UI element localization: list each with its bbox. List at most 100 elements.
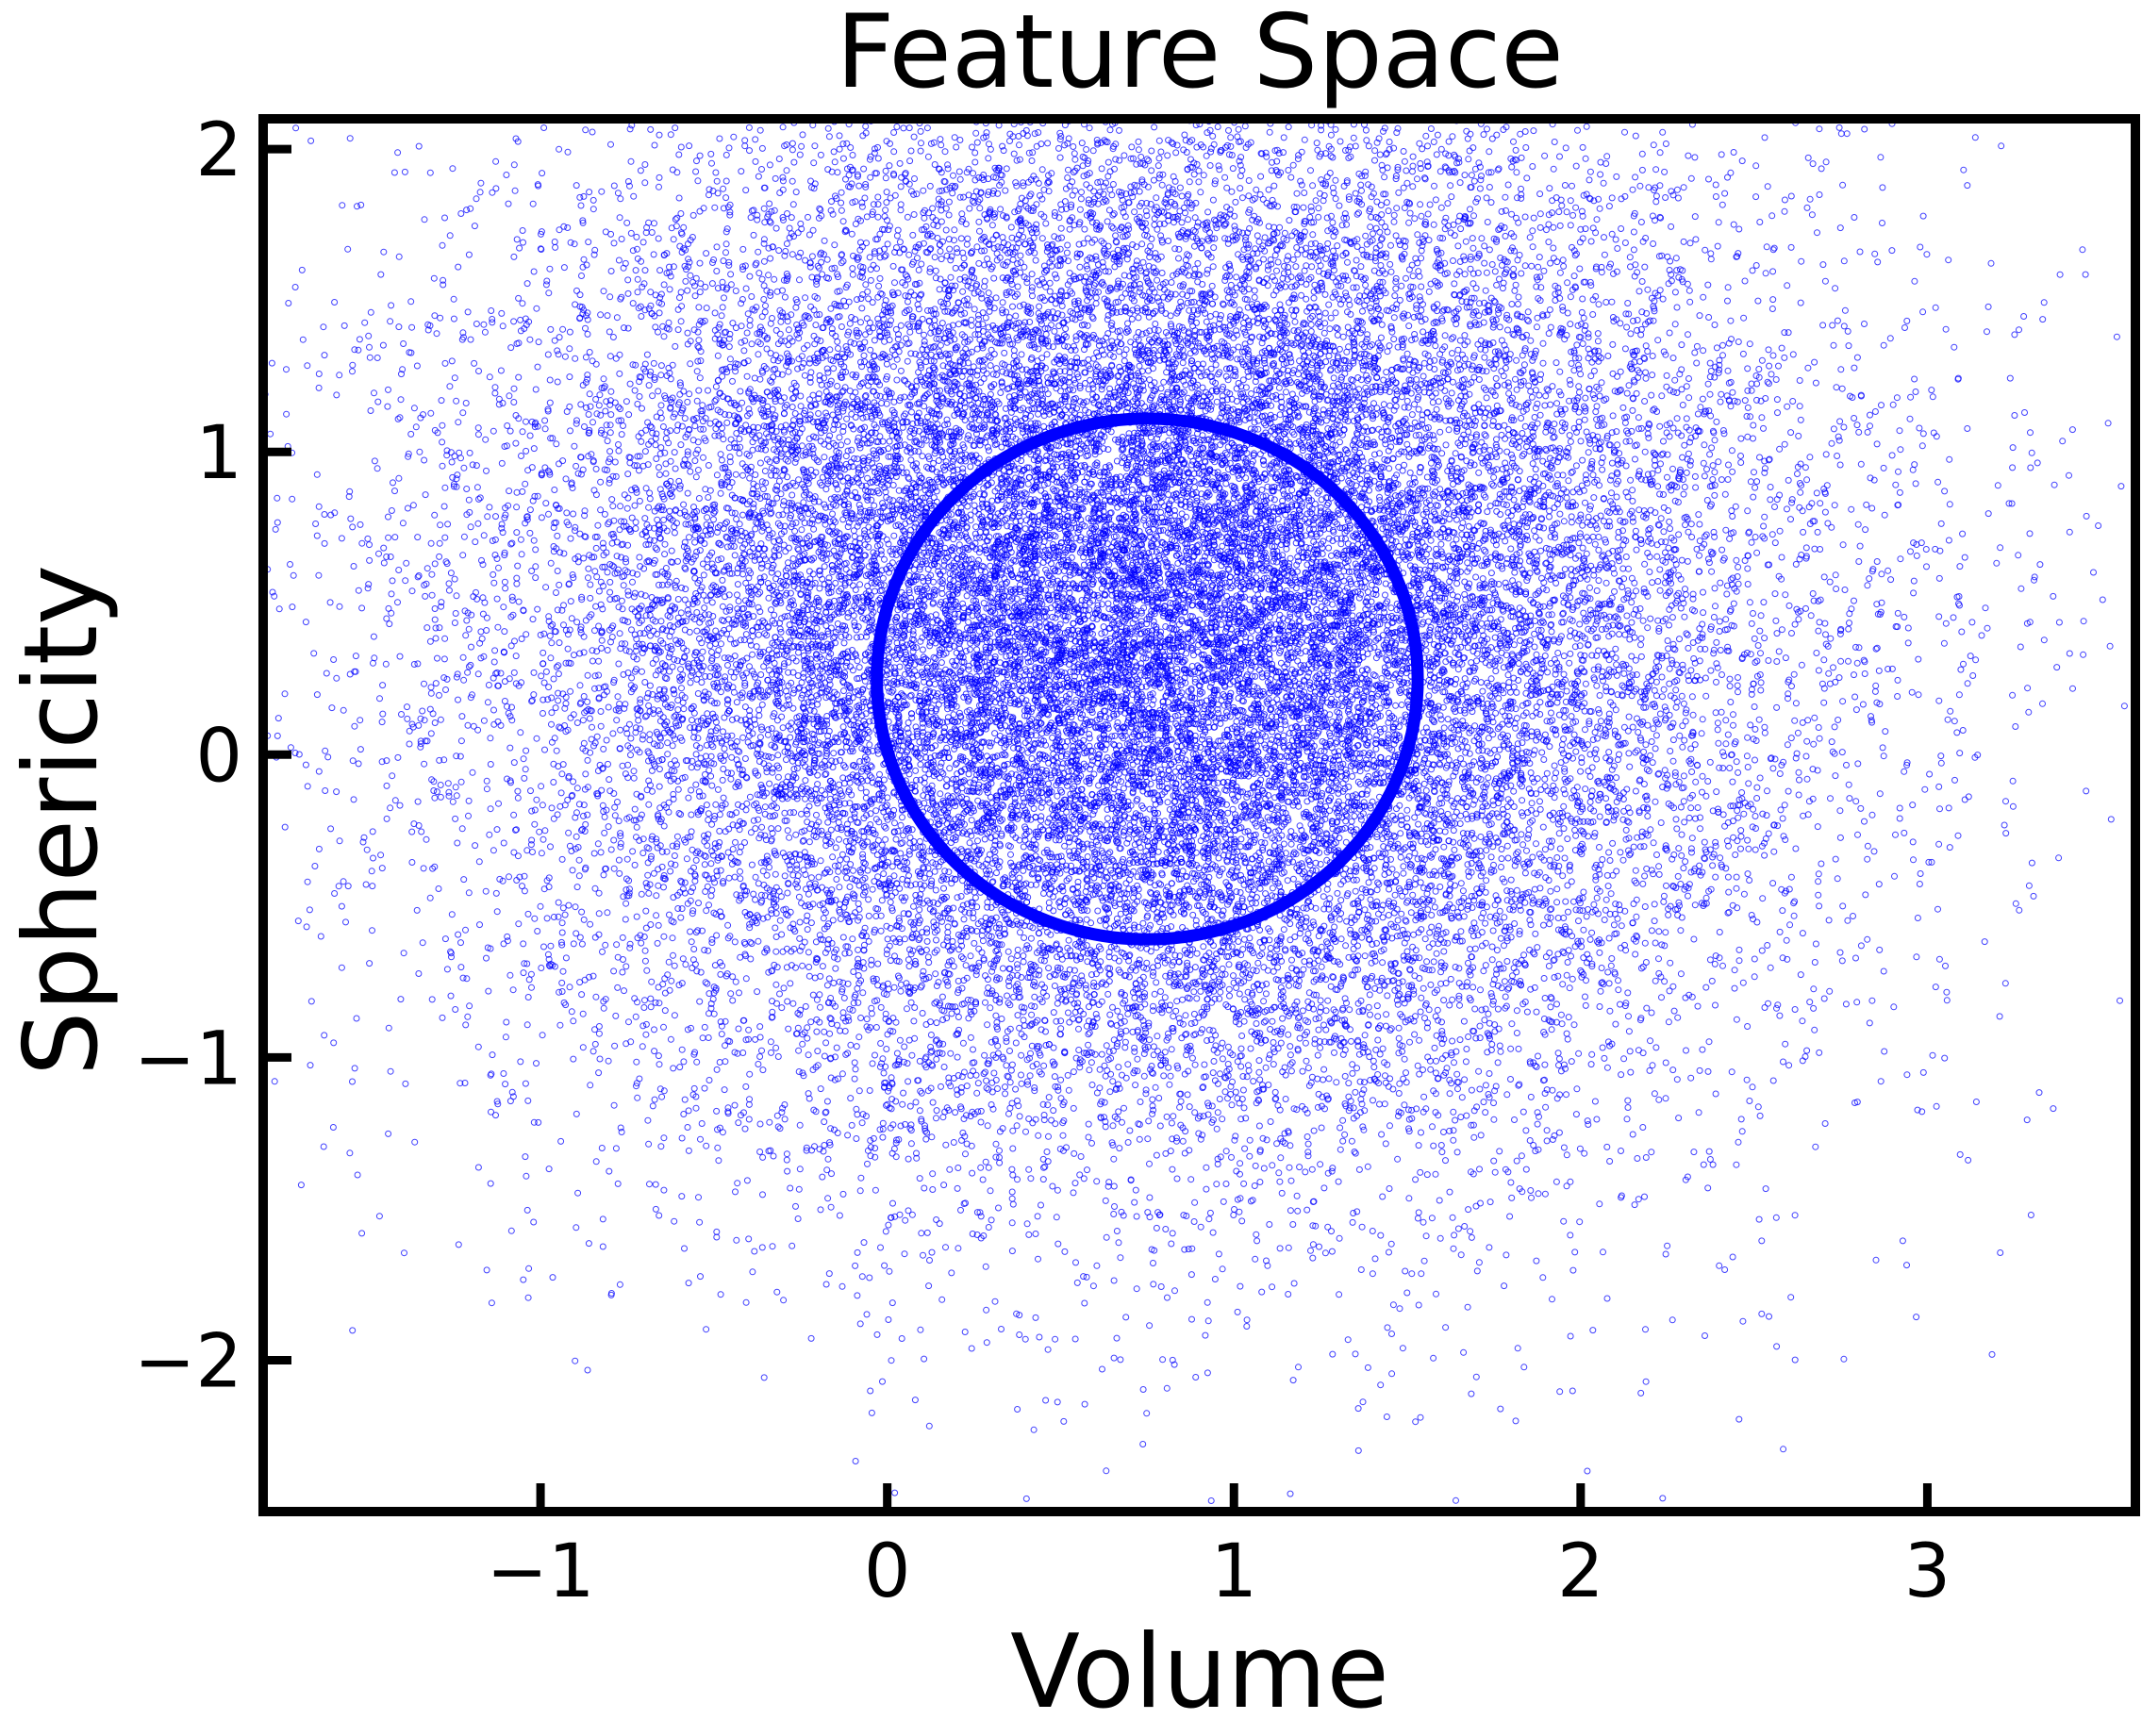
scatter-point	[1770, 269, 1776, 274]
scatter-point	[1125, 1140, 1131, 1146]
scatter-point	[362, 320, 368, 325]
scatter-point	[686, 795, 691, 801]
scatter-point	[759, 145, 765, 151]
scatter-point	[1065, 175, 1071, 181]
scatter-point	[721, 258, 726, 264]
scatter-point	[1796, 769, 1802, 775]
scatter-point	[1092, 1051, 1098, 1057]
scatter-point	[1586, 177, 1592, 183]
scatter-point	[1569, 976, 1575, 982]
scatter-point	[1434, 1291, 1439, 1297]
scatter-point	[917, 1176, 922, 1182]
scatter-point	[1017, 1025, 1022, 1031]
scatter-point	[1326, 1076, 1332, 1082]
scatter-point	[1590, 392, 1596, 398]
scatter-point	[871, 262, 876, 268]
scatter-point	[689, 787, 694, 793]
scatter-point	[1478, 680, 1484, 686]
scatter-point	[606, 1058, 611, 1064]
scatter-point	[1292, 229, 1298, 235]
scatter-point	[1740, 1318, 1746, 1324]
scatter-point	[951, 964, 956, 969]
scatter-point	[658, 372, 664, 378]
scatter-point	[968, 1034, 973, 1040]
scatter-point	[723, 152, 729, 157]
scatter-point	[1149, 1064, 1154, 1069]
scatter-point	[1388, 242, 1394, 248]
scatter-point	[1285, 878, 1290, 884]
scatter-point	[860, 990, 866, 996]
scatter-point	[762, 469, 768, 474]
scatter-point	[1547, 508, 1553, 514]
scatter-point	[550, 622, 556, 628]
scatter-point	[402, 1250, 407, 1256]
scatter-point	[1801, 813, 1806, 818]
scatter-point	[1354, 211, 1360, 217]
scatter-point	[357, 521, 363, 527]
scatter-point	[1962, 554, 1968, 560]
scatter-point	[1121, 358, 1127, 364]
scatter-point	[579, 992, 585, 998]
scatter-point	[476, 496, 482, 502]
scatter-point	[1628, 331, 1634, 337]
scatter-point	[1542, 403, 1548, 408]
scatter-point	[835, 1131, 840, 1136]
scatter-point	[742, 143, 748, 149]
scatter-point	[1684, 1048, 1689, 1053]
scatter-point	[1555, 1050, 1561, 1056]
scatter-point	[1608, 891, 1614, 897]
scatter-point	[1867, 576, 1872, 582]
scatter-point	[1391, 315, 1397, 321]
scatter-point	[1568, 223, 1573, 228]
scatter-point	[626, 1019, 632, 1025]
scatter-point	[1664, 430, 1669, 436]
scatter-point	[1550, 1297, 1555, 1302]
scatter-point	[855, 1112, 860, 1117]
scatter-point	[656, 236, 661, 241]
scatter-point	[751, 232, 756, 238]
scatter-point	[491, 721, 497, 727]
scatter-point	[1342, 371, 1348, 376]
scatter-point	[1079, 141, 1085, 146]
scatter-point	[1308, 1248, 1314, 1253]
scatter-point	[840, 219, 846, 224]
scatter-point	[1658, 820, 1664, 826]
scatter-point	[1708, 256, 1714, 262]
scatter-point	[1363, 127, 1369, 133]
scatter-point	[902, 1251, 907, 1257]
scatter-point	[768, 378, 773, 384]
scatter-point	[1394, 872, 1400, 878]
scatter-point	[1508, 1046, 1514, 1051]
scatter-point	[506, 488, 512, 494]
scatter-point	[1248, 906, 1254, 912]
scatter-point	[703, 487, 708, 492]
scatter-point	[1766, 658, 1771, 664]
scatter-point	[1388, 269, 1394, 274]
scatter-point	[1387, 261, 1393, 267]
scatter-point	[681, 389, 687, 394]
scatter-point	[839, 200, 844, 206]
scatter-point	[822, 1029, 827, 1034]
scatter-point	[1787, 922, 1793, 928]
scatter-point	[787, 225, 792, 231]
scatter-point	[499, 310, 505, 316]
scatter-point	[1762, 135, 1768, 141]
scatter-point	[1583, 1002, 1588, 1008]
scatter-point	[1564, 209, 1569, 215]
scatter-point	[1923, 547, 1929, 553]
scatter-point	[1614, 672, 1619, 678]
scatter-point	[1372, 1256, 1378, 1262]
scatter-point	[314, 692, 320, 698]
scatter-point	[455, 840, 460, 846]
scatter-point	[1745, 566, 1751, 571]
scatter-point	[390, 480, 396, 486]
scatter-point	[395, 416, 401, 422]
scatter-point	[1051, 487, 1056, 492]
scatter-point	[409, 324, 415, 330]
scatter-point	[1835, 454, 1840, 459]
scatter-point	[847, 321, 853, 326]
scatter-point	[1420, 146, 1425, 152]
scatter-point	[675, 597, 681, 603]
scatter-point	[674, 834, 680, 839]
scatter-point	[470, 769, 475, 775]
